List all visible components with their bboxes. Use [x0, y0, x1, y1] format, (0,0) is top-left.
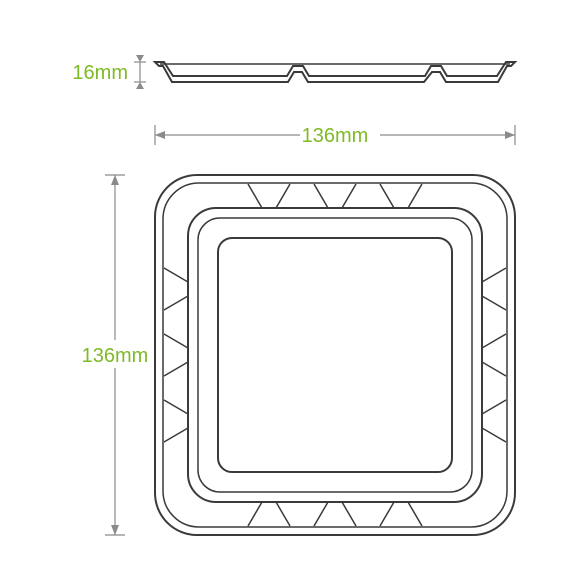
tabs-top [248, 184, 422, 208]
dim-width-136mm: 136mm [155, 120, 515, 148]
technical-drawing: 16mm 136mm 136mm [0, 0, 570, 570]
dim-height-16mm: 16mm [72, 55, 146, 89]
dim-depth-label: 136mm [82, 345, 149, 367]
tabs-left [164, 268, 188, 442]
dim-depth-136mm: 136mm [70, 175, 160, 535]
dim-width-label: 136mm [302, 125, 369, 147]
tray-top-view [155, 175, 515, 535]
tabs-right [482, 268, 506, 442]
dim-height-label: 16mm [72, 62, 128, 84]
tabs-bottom [248, 502, 422, 526]
side-profile [155, 62, 515, 82]
